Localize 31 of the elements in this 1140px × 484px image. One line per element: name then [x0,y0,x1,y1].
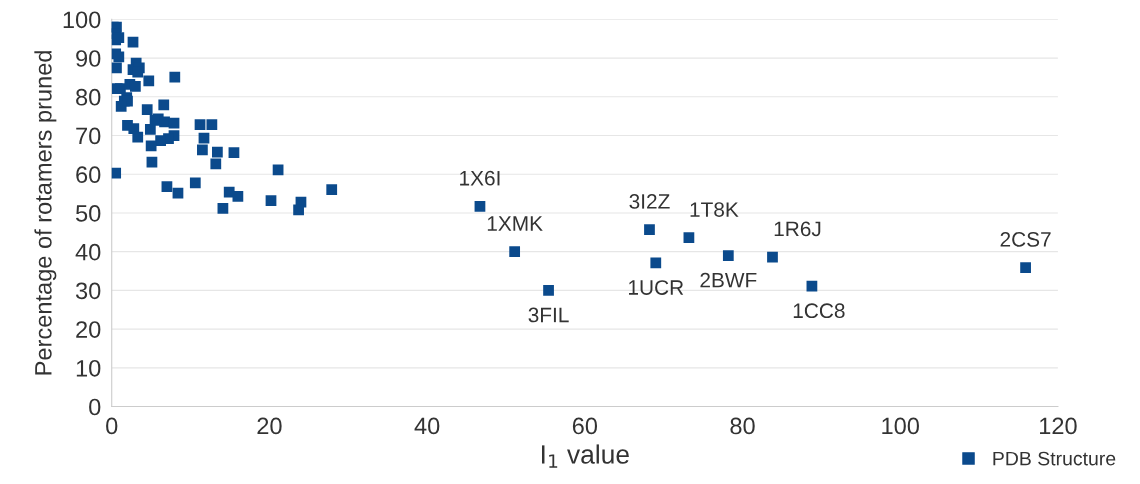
annotation: 1T8K [690,202,739,217]
y-tick-label: 20 [76,321,101,338]
annotation: 1R6J [774,221,821,237]
annotation: 2CS7 [1000,232,1051,247]
annotation: 1CC8 [793,303,845,319]
y-axis-title: Percentage of rotamers pruned [34,51,57,375]
annotation: 3I2Z [629,194,670,209]
annotation: 1XMK [487,216,543,231]
y-tick-label: 80 [76,88,101,106]
y-tick-label: 40 [75,243,101,261]
x-tick-label: 20 [257,417,282,435]
legend-label: PDB Structure [993,451,1116,466]
x-tick-label: 60 [572,417,598,435]
y-tick-label: 10 [76,359,101,377]
annotation: 1UCR [629,280,684,295]
x-tick-label: 0 [106,417,118,435]
x-tick-label: 40 [414,417,440,435]
y-tick-label: 60 [76,166,101,184]
y-tick-label: 50 [75,205,101,222]
annotation: 1X6I [460,170,500,186]
annotation: 3FIL [528,307,569,323]
annotation: 2BWF [700,272,757,288]
y-tick-label: 100 [63,11,101,29]
x-tick-label: 100 [882,417,919,435]
x-tick-label: 120 [1040,417,1077,435]
x-tick-label: 80 [730,417,755,435]
y-tick-label: 30 [75,282,101,300]
y-tick-label: 0 [89,398,101,416]
y-tick-label: 70 [76,127,101,145]
y-tick-label: 90 [76,50,101,67]
x-axis-title: I$_{1}$ value [542,444,629,468]
